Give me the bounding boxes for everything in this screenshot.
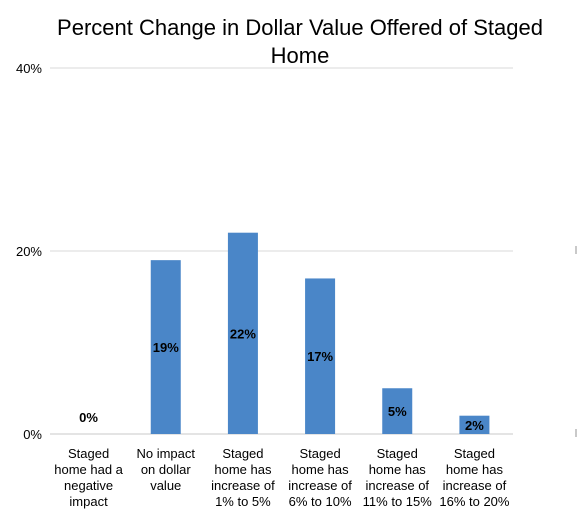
x-tick-label: Staged home has increase of 1% to 5% xyxy=(211,446,275,509)
data-label: 2% xyxy=(465,418,484,433)
x-tick-label: Staged home has increase of 6% to 10% xyxy=(288,446,352,509)
y-tick-label: 20% xyxy=(16,244,42,259)
bar xyxy=(227,232,258,434)
data-label: 22% xyxy=(230,326,256,341)
x-tick-label: Staged home has increase of 16% to 20% xyxy=(439,446,510,509)
bar xyxy=(305,278,336,434)
data-label: 0% xyxy=(79,410,98,425)
data-label: 19% xyxy=(153,340,179,355)
bar xyxy=(459,415,490,434)
bar xyxy=(150,260,181,434)
x-tick-label: No impact on dollar value xyxy=(136,446,195,493)
edge-tick xyxy=(575,246,577,254)
y-tick-label: 40% xyxy=(16,61,42,76)
edge-tick xyxy=(575,429,577,437)
x-tick-label: Staged home has increase of 11% to 15% xyxy=(363,446,433,509)
data-label: 17% xyxy=(307,349,333,364)
data-label: 5% xyxy=(388,404,407,419)
y-tick-label: 0% xyxy=(23,427,42,442)
bar xyxy=(382,388,413,434)
x-tick-label: Staged home had a negative impact xyxy=(54,446,123,509)
chart-title: Percent Change in Dollar Value Offered o… xyxy=(57,15,543,68)
